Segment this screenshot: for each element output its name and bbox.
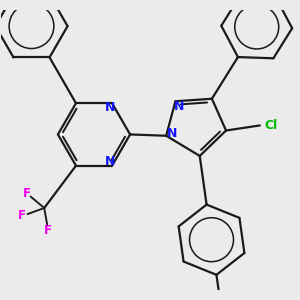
Text: N: N (104, 155, 115, 168)
Text: N: N (174, 100, 184, 112)
Text: F: F (18, 209, 26, 223)
Text: F: F (44, 224, 52, 237)
Text: N: N (167, 127, 177, 140)
Text: N: N (104, 101, 115, 114)
Text: F: F (22, 187, 30, 200)
Text: Cl: Cl (265, 119, 278, 132)
